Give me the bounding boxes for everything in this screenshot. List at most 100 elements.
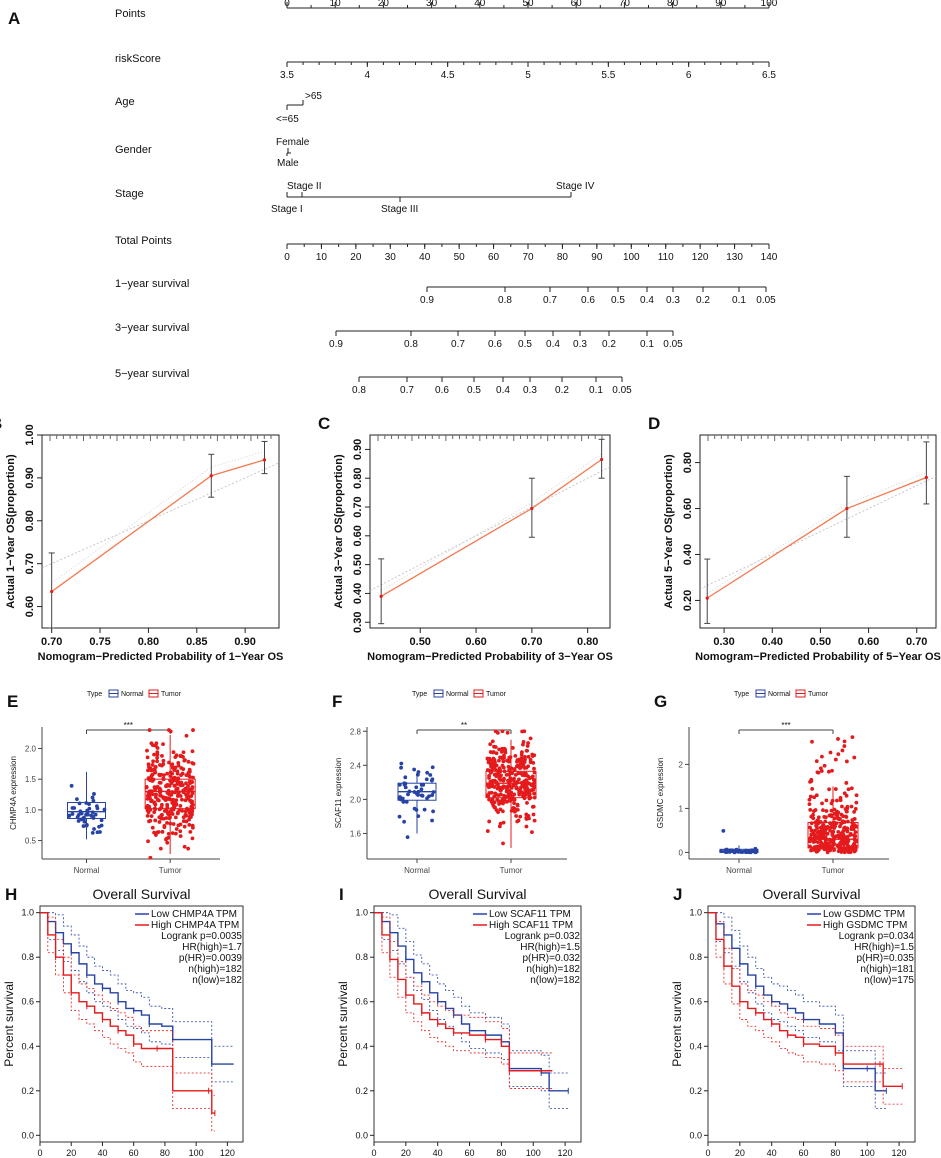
- data-point: [183, 798, 188, 803]
- data-point: [506, 759, 511, 764]
- data-point: [190, 836, 195, 841]
- data-point: [149, 814, 154, 819]
- data-point: [828, 813, 833, 817]
- stat-label: p(HR)=0.035: [856, 953, 914, 964]
- survival-tick-label: 0.1: [640, 339, 654, 350]
- data-point: [506, 778, 510, 783]
- y-tick-label: 2.0: [350, 795, 362, 804]
- x-tick-label: 80: [830, 1148, 840, 1158]
- data-point: [494, 751, 499, 756]
- stat-label: HR(high)=1.7: [182, 942, 242, 953]
- data-point: [719, 849, 723, 854]
- stat-label: n(high)=182: [526, 964, 580, 975]
- data-point: [489, 790, 494, 795]
- data-point: [495, 731, 500, 735]
- data-point: [820, 754, 824, 759]
- data-point: [824, 809, 829, 813]
- data-point: [155, 759, 159, 764]
- x-tick-label: 0: [371, 1148, 376, 1158]
- data-point: [517, 777, 521, 782]
- calibration-point: [705, 596, 709, 600]
- data-point: [486, 782, 490, 787]
- data-point: [829, 801, 834, 806]
- data-point: [815, 818, 820, 823]
- x-axis-label: Nomogram−Predicted Probability of 1−Year…: [38, 651, 284, 663]
- data-point: [821, 808, 825, 813]
- x-tick-label: Normal: [404, 866, 430, 875]
- x-tick-label: 0.50: [410, 636, 431, 648]
- data-point: [501, 841, 505, 846]
- panel-label: J: [673, 885, 682, 904]
- data-point: [186, 795, 191, 800]
- data-point: [145, 755, 150, 760]
- data-point: [155, 752, 160, 757]
- data-point: [818, 820, 823, 824]
- data-point: [97, 824, 101, 829]
- boxplot-e: E Type Normal Tumor 0.5 1.0 1.5 2.0 Normal Tumor C…: [7, 689, 220, 875]
- survival-tick-label: 0.2: [696, 295, 710, 306]
- data-point: [514, 814, 519, 818]
- data-point: [840, 841, 845, 846]
- data-point: [828, 821, 832, 826]
- survival-tick-label: 0.6: [488, 339, 502, 350]
- data-point: [808, 825, 812, 830]
- data-point: [809, 848, 813, 853]
- data-point: [495, 782, 499, 787]
- data-point: [833, 757, 838, 762]
- survival-curve: [40, 911, 234, 1065]
- data-point: [845, 826, 850, 831]
- nomogram-row-label: 5−year survival: [115, 368, 189, 380]
- x-tick-label: 0.70: [41, 636, 62, 648]
- data-point: [70, 812, 75, 816]
- ideal-line: [699, 475, 937, 590]
- data-point: [494, 768, 498, 773]
- data-point: [831, 820, 836, 825]
- data-point: [816, 847, 821, 852]
- data-point: [492, 794, 497, 799]
- data-point: [502, 769, 507, 774]
- data-point: [399, 761, 404, 766]
- data-point: [173, 831, 178, 836]
- data-point: [531, 812, 536, 817]
- panel-label-a: A: [8, 9, 20, 28]
- data-point: [831, 837, 836, 842]
- data-point: [525, 744, 530, 748]
- total-points-tick-label: 10: [316, 252, 328, 263]
- data-point: [487, 797, 491, 802]
- data-point: [431, 809, 435, 814]
- data-point: [162, 773, 166, 778]
- data-point: [844, 759, 849, 764]
- data-point: [485, 793, 490, 798]
- x-tick-label: 40: [767, 1148, 777, 1158]
- data-point: [853, 847, 858, 852]
- x-tick-label: 0.70: [521, 636, 542, 648]
- plot-frame: [369, 434, 611, 629]
- age-level: >65: [305, 91, 322, 102]
- data-point: [532, 795, 537, 800]
- data-point: [512, 797, 517, 802]
- data-point: [148, 796, 152, 801]
- legend-label: Low GSDMC TPM: [823, 909, 905, 920]
- points-tick-label: 50: [522, 0, 534, 9]
- data-point: [419, 783, 424, 787]
- data-point: [522, 729, 527, 734]
- data-point: [841, 814, 845, 819]
- significance-label: **: [461, 721, 467, 730]
- calibration-point: [924, 475, 928, 480]
- data-point: [506, 764, 511, 769]
- x-tick-label: 20: [401, 1148, 411, 1158]
- data-point: [853, 807, 858, 811]
- data-point: [152, 830, 156, 835]
- data-point: [95, 806, 100, 811]
- data-point: [172, 783, 177, 788]
- stat-label: Logrank p=0.034: [839, 931, 915, 942]
- data-point: [515, 803, 520, 808]
- y-tick-label: 0.60: [24, 596, 36, 617]
- x-tick-label: 0.75: [89, 636, 110, 648]
- total-points-tick-label: 110: [658, 252, 674, 263]
- calibration-plot-d: D 0.30 0.40 0.50 0.60 0.70 0.20 0.40 0.60 0.80 Nom…: [648, 414, 941, 663]
- data-point: [160, 812, 164, 817]
- y-tick-label: 1: [679, 804, 684, 813]
- panel-label: H: [5, 885, 17, 904]
- data-point: [488, 742, 493, 747]
